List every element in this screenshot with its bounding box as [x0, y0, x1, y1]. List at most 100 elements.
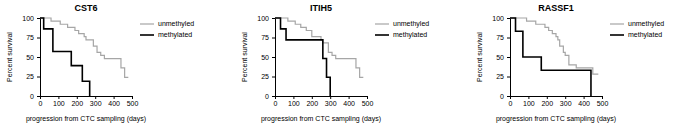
x-axis-title: progression from CTC sampling (days)	[26, 115, 146, 123]
x-tick-mark	[547, 96, 548, 99]
x-tick-mark	[349, 96, 350, 99]
x-tick-label: 0	[274, 100, 278, 107]
y-axis-title: Percent survival	[476, 32, 483, 82]
y-tick: 0	[265, 93, 275, 100]
y-tick: 75	[261, 34, 275, 41]
y-tick-label: 100	[22, 15, 34, 22]
y-tick-label: 25	[261, 73, 269, 80]
y-tick: 100	[492, 15, 510, 22]
title: RASSF1	[538, 3, 574, 13]
x-tick-label: 200	[71, 100, 83, 107]
x-tick-label: 100	[523, 100, 535, 107]
legend-item: methylated	[375, 31, 427, 39]
x-axis: 0 100 200 300 400 500	[39, 96, 139, 107]
y-axis-line	[507, 19, 511, 97]
legend: unmethyled methylated	[375, 20, 429, 39]
x-tick-mark	[114, 96, 115, 99]
y-tick-mark	[37, 77, 40, 78]
legend-item: methylated	[140, 31, 192, 39]
x-tick: 200	[541, 96, 553, 107]
y-tick: 25	[26, 73, 40, 80]
panel: CST601002003004005000255075100Percent su…	[6, 3, 194, 123]
x-tick-label: 400	[108, 100, 120, 107]
y-tick-label: 75	[496, 34, 504, 41]
x-tick-label: 0	[39, 100, 43, 107]
plot-area	[510, 18, 598, 96]
y-tick-mark	[37, 96, 40, 97]
x-tick: 200	[71, 96, 83, 107]
survival-line	[275, 18, 330, 96]
x-axis: 0 100 200 300 400 500	[509, 96, 609, 107]
survival-line	[275, 18, 363, 77]
y-axis: 0 25 50 75 100	[22, 15, 40, 100]
y-tick-label: 50	[496, 54, 504, 61]
survival-line	[510, 18, 591, 96]
x-tick-mark	[58, 96, 59, 99]
x-tick-mark	[77, 96, 78, 99]
x-tick-label: 500	[597, 100, 609, 107]
y-tick-mark	[37, 57, 40, 58]
y-tick-label: 0	[265, 93, 269, 100]
figure: CST601002003004005000255075100Percent su…	[0, 0, 700, 131]
x-tick: 0	[509, 96, 513, 107]
x-axis-line	[511, 97, 603, 100]
x-tick: 500	[597, 96, 609, 107]
x-tick: 400	[578, 96, 590, 107]
x-tick-mark	[367, 96, 368, 99]
x-tick: 500	[127, 96, 139, 107]
x-axis-title: progression from CTC sampling (days)	[496, 115, 616, 123]
x-tick: 100	[523, 96, 535, 107]
panel: RASSF101002003004005000255075100Percent …	[476, 3, 664, 123]
y-tick-mark	[272, 57, 275, 58]
x-axis-title: progression from CTC sampling (days)	[261, 115, 381, 123]
x-tick: 400	[343, 96, 355, 107]
x-tick-label: 200	[306, 100, 318, 107]
legend-swatch	[375, 23, 389, 24]
y-tick-label: 75	[26, 34, 34, 41]
x-tick: 300	[90, 96, 102, 107]
y-tick-mark	[272, 96, 275, 97]
y-tick: 0	[500, 93, 510, 100]
x-tick-label: 500	[362, 100, 374, 107]
x-tick-label: 300	[560, 100, 572, 107]
legend-item: unmethyled	[610, 20, 664, 28]
x-tick-label: 400	[343, 100, 355, 107]
x-tick-label: 0	[509, 100, 513, 107]
y-axis-line	[37, 19, 41, 97]
y-tick: 75	[496, 34, 510, 41]
x-tick: 100	[53, 96, 65, 107]
legend-label: methylated	[628, 31, 662, 39]
x-tick: 100	[288, 96, 300, 107]
legend-item: unmethyled	[140, 20, 194, 28]
x-tick: 300	[325, 96, 337, 107]
legend-item: unmethyled	[375, 20, 429, 28]
y-tick-label: 0	[30, 93, 34, 100]
survival-line	[40, 18, 90, 96]
x-axis-line	[276, 97, 368, 100]
plot-area	[40, 18, 128, 96]
legend-swatch	[375, 34, 389, 36]
y-tick-mark	[507, 96, 510, 97]
x-tick-mark	[95, 96, 96, 99]
y-tick-label: 50	[261, 54, 269, 61]
y-tick: 0	[30, 93, 40, 100]
y-tick-label: 50	[26, 54, 34, 61]
title: ITIH5	[310, 3, 332, 13]
y-tick: 50	[496, 54, 510, 61]
plot-area	[275, 18, 363, 96]
x-axis: 0 100 200 300 400 500	[274, 96, 374, 107]
y-tick-mark	[272, 77, 275, 78]
x-tick-label: 300	[90, 100, 102, 107]
y-tick-label: 75	[261, 34, 269, 41]
y-tick-label: 0	[500, 93, 504, 100]
y-axis: 0255075100	[492, 15, 510, 100]
x-tick: 400	[108, 96, 120, 107]
y-tick-mark	[37, 18, 40, 19]
y-axis-line	[272, 19, 276, 97]
y-tick: 25	[261, 73, 275, 80]
x-tick-mark	[565, 96, 566, 99]
legend-item: methylated	[610, 31, 662, 39]
x-tick-label: 200	[541, 100, 553, 107]
x-tick-mark	[602, 96, 603, 99]
x-tick-label: 500	[127, 100, 139, 107]
